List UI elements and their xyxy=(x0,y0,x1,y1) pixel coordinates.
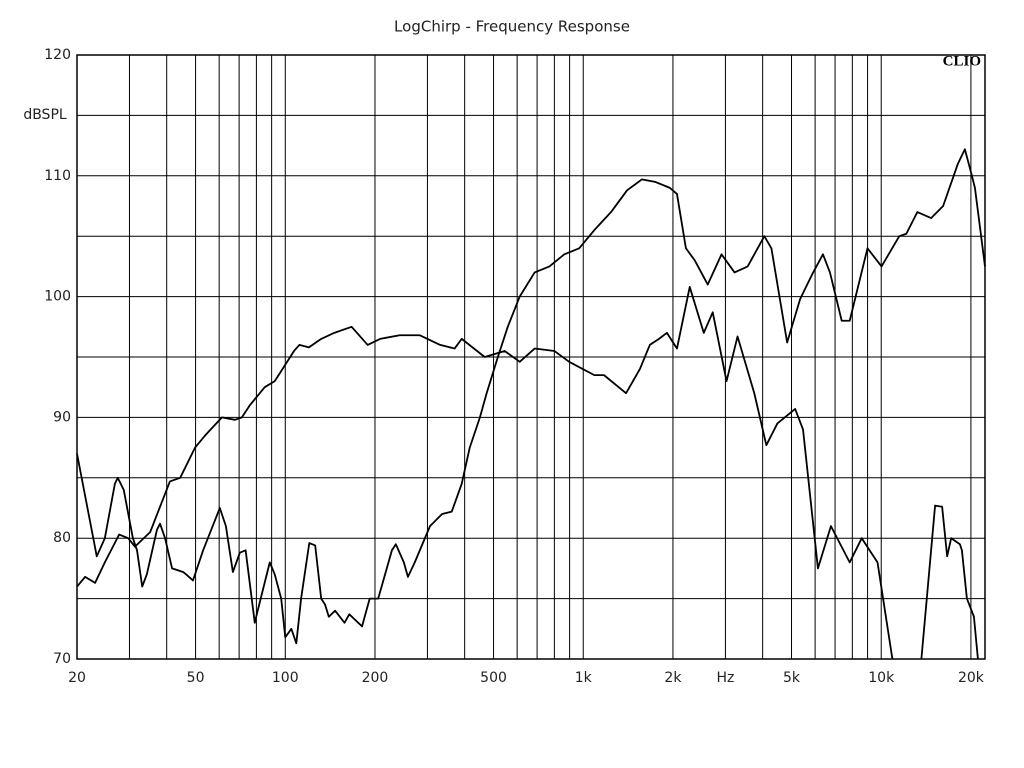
x-tick-label: 10k xyxy=(868,670,895,686)
y-tick-label: 110 xyxy=(44,168,71,184)
y-tick-label: 70 xyxy=(53,651,71,667)
x-tick-label: 500 xyxy=(480,670,507,686)
response-curve xyxy=(76,286,979,660)
curves xyxy=(76,148,986,660)
x-tick-label: 100 xyxy=(272,670,299,686)
y-tick-label: 120 xyxy=(44,47,71,63)
x-tick-label: 5k xyxy=(783,670,801,686)
y-tick-label: 100 xyxy=(44,289,71,305)
x-tick-label: 1k xyxy=(575,670,593,686)
x-tick-label: 20 xyxy=(68,670,86,686)
x-tick-label: 50 xyxy=(187,670,205,686)
y-axis-label: dBSPL xyxy=(23,107,67,123)
x-tick-label: 20k xyxy=(958,670,985,686)
x-tick-label: 200 xyxy=(362,670,389,686)
y-tick-label: 90 xyxy=(53,409,71,425)
response-curve xyxy=(76,148,986,645)
grid xyxy=(76,54,985,660)
x-tick-label: 2k xyxy=(664,670,682,686)
chart-title: LogChirp - Frequency Response xyxy=(394,18,630,36)
y-tick-label: 80 xyxy=(53,530,71,546)
x-tick-label: Hz xyxy=(716,670,734,686)
plot-frame xyxy=(76,54,986,660)
brand-label: CLIO xyxy=(943,53,981,69)
